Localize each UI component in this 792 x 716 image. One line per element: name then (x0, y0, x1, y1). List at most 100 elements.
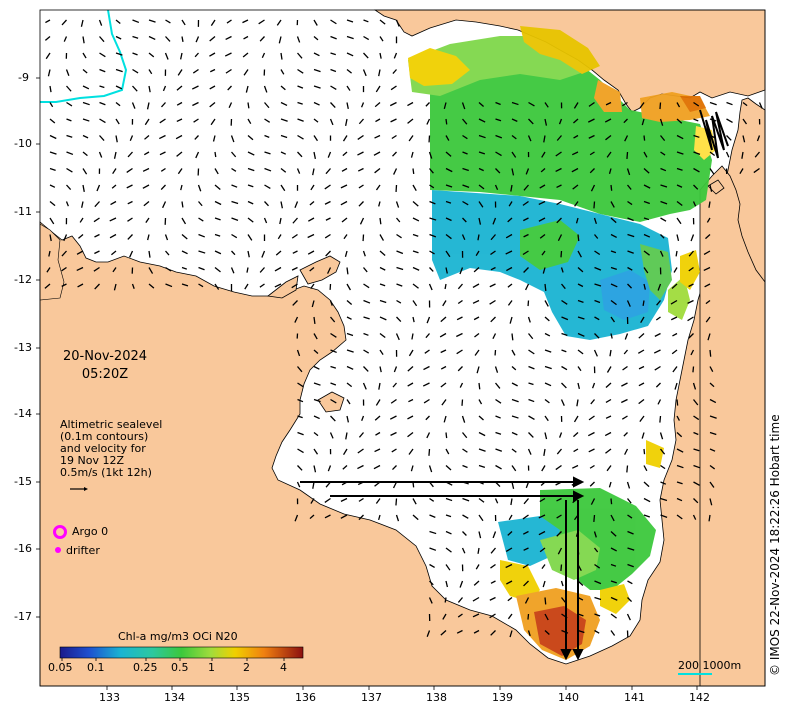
velocity-arrow (626, 481, 631, 489)
velocity-arrow (324, 184, 331, 190)
velocity-arrow (627, 217, 634, 222)
velocity-arrow (643, 151, 648, 158)
velocity-arrow (509, 316, 513, 324)
velocity-arrow (375, 399, 381, 406)
velocity-arrow (98, 151, 103, 158)
velocity-arrow (725, 151, 730, 158)
velocity-arrow (610, 531, 617, 537)
velocity-arrow (705, 316, 711, 323)
velocity-arrow (264, 167, 272, 172)
velocity-arrow (425, 415, 430, 421)
velocity-arrow (610, 547, 617, 552)
velocity-arrow (627, 514, 633, 519)
sealevel-note-line: and velocity for (60, 442, 146, 455)
velocity-arrow (445, 118, 448, 125)
velocity-arrow (408, 349, 414, 357)
velocity-arrow (478, 514, 484, 522)
velocity-arrow (209, 101, 216, 108)
velocity-arrow (412, 168, 415, 174)
velocity-arrow (148, 250, 151, 258)
velocity-arrow (428, 283, 433, 291)
velocity-arrow (410, 151, 414, 158)
velocity-arrow (180, 184, 183, 191)
velocity-arrow (577, 316, 585, 320)
velocity-arrow (311, 300, 315, 308)
velocity-arrow (445, 465, 452, 471)
y-tick-label: -14 (14, 407, 32, 420)
velocity-arrow (261, 52, 266, 59)
velocity-arrow (379, 366, 382, 373)
velocity-arrow (195, 36, 200, 43)
velocity-arrow (226, 19, 232, 24)
velocity-arrow (544, 102, 549, 108)
velocity-arrow (643, 448, 646, 455)
velocity-arrow (561, 332, 568, 336)
x-tick-label: 141 (624, 691, 645, 704)
velocity-arrow (508, 201, 513, 207)
velocity-arrow (676, 151, 684, 155)
velocity-arrow (505, 250, 513, 255)
velocity-arrow (527, 630, 531, 637)
velocity-arrow (541, 151, 546, 158)
velocity-arrow (756, 135, 761, 142)
velocity-arrow (214, 217, 221, 221)
velocity-arrow (209, 85, 216, 90)
velocity-arrow (494, 498, 499, 504)
velocity-arrow (623, 349, 628, 355)
velocity-arrow (198, 266, 205, 271)
velocity-arrow (693, 118, 699, 122)
velocity-arrow (412, 498, 417, 505)
velocity-arrow (330, 415, 336, 422)
velocity-arrow (709, 448, 716, 452)
velocity-arrow (495, 431, 502, 435)
velocity-arrow (443, 102, 447, 110)
velocity-arrow (528, 101, 535, 107)
velocity-arrow (247, 167, 255, 172)
velocity-arrow (391, 448, 397, 453)
velocity-arrow (346, 19, 354, 23)
velocity-arrow (425, 102, 430, 107)
velocity-arrow (429, 497, 435, 502)
velocity-arrow (705, 234, 711, 240)
velocity-arrow (407, 366, 414, 372)
velocity-arrow (379, 19, 386, 25)
velocity-arrow (593, 217, 598, 225)
velocity-arrow (510, 184, 513, 192)
velocity-arrow (610, 233, 617, 238)
velocity-arrow (423, 398, 430, 404)
velocity-arrow (473, 267, 480, 273)
velocity-arrow (693, 134, 700, 138)
velocity-arrow (461, 432, 468, 439)
velocity-arrow (340, 184, 348, 189)
velocity-arrow (462, 514, 469, 519)
velocity-arrow (560, 564, 563, 571)
velocity-arrow (577, 382, 581, 390)
velocity-arrow (676, 415, 680, 421)
velocity-arrow (146, 234, 150, 241)
velocity-arrow (93, 217, 100, 223)
velocity-arrow (63, 36, 68, 42)
velocity-arrow (693, 448, 700, 452)
velocity-arrow (742, 101, 748, 107)
velocity-arrow (309, 514, 315, 520)
velocity-arrow (692, 514, 697, 520)
velocity-arrow (758, 102, 763, 109)
velocity-arrow (511, 465, 517, 472)
velocity-arrow (478, 201, 484, 208)
velocity-arrow (412, 316, 415, 323)
sealevel-note-line: (0.1m contours) (60, 430, 149, 443)
velocity-arrow (327, 465, 332, 472)
velocity-arrow (643, 168, 650, 174)
velocity-arrow (589, 168, 595, 174)
velocity-arrow (507, 596, 513, 602)
velocity-arrow (494, 366, 499, 373)
velocity-arrow (313, 365, 320, 370)
velocity-arrow (688, 266, 694, 272)
velocity-arrow (670, 299, 678, 305)
map-date-block: 20-Nov-2024 05:20Z (55, 348, 155, 384)
velocity-arrow (313, 101, 320, 106)
velocity-arrow (627, 200, 633, 206)
velocity-arrow (495, 168, 501, 174)
velocity-arrow (77, 283, 84, 288)
velocity-arrow (264, 184, 271, 190)
